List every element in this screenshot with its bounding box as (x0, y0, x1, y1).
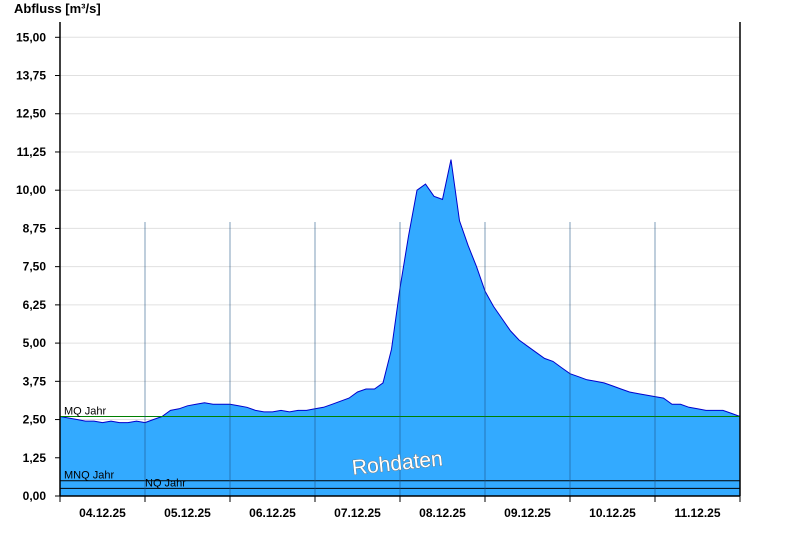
x-tick-label-2: 06.12.25 (249, 506, 296, 520)
y-tick-label-9: 11,25 (17, 145, 47, 159)
day-separators (144, 222, 656, 496)
ref-label-1: MNQ Jahr (64, 470, 114, 482)
x-tick-label-4: 08.12.25 (419, 506, 466, 520)
ref-label-2: NQ Jahr (145, 477, 186, 489)
x-tick-label-3: 07.12.25 (334, 506, 381, 520)
x-tick-label-7: 11.12.25 (674, 506, 720, 520)
y-tick-label-6: 7,50 (23, 260, 47, 274)
y-tick-labels: 0,00 1,25 2,50 3,75 5,00 6,25 7,50 8,75 10,00 11,… (16, 30, 60, 503)
y-tick-label-0: 0,00 (23, 489, 47, 503)
y-tick-label-1: 1,25 (23, 451, 47, 465)
x-tick-label-6: 10.12.25 (589, 506, 636, 520)
x-tick-label-5: 09.12.25 (504, 506, 551, 520)
y-tick-label-11: 13,75 (16, 69, 46, 83)
y-tick-label-5: 6,25 (23, 298, 47, 312)
ref-label-0: MQ Jahr (64, 405, 107, 417)
x-tick-label-0: 04.12.25 (79, 506, 126, 520)
y-tick-label-7: 8,75 (23, 221, 47, 235)
y-tick-label-3: 3,75 (23, 374, 47, 388)
y-tick-label-10: 12,50 (16, 107, 46, 121)
y-axis-title: Abfluss [m³/s] (14, 1, 101, 16)
axes (59, 22, 741, 497)
x-tick-labels: 04.12.25 05.12.25 06.12.25 07.12.25 08.12.25… (59, 496, 741, 520)
y-tick-label-2: 2,50 (23, 413, 47, 427)
x-tick-label-1: 05.12.25 (164, 506, 211, 520)
y-tick-label-4: 5,00 (23, 336, 47, 350)
y-tick-label-12: 15,00 (16, 30, 46, 44)
y-tick-label-8: 10,00 (16, 183, 46, 197)
